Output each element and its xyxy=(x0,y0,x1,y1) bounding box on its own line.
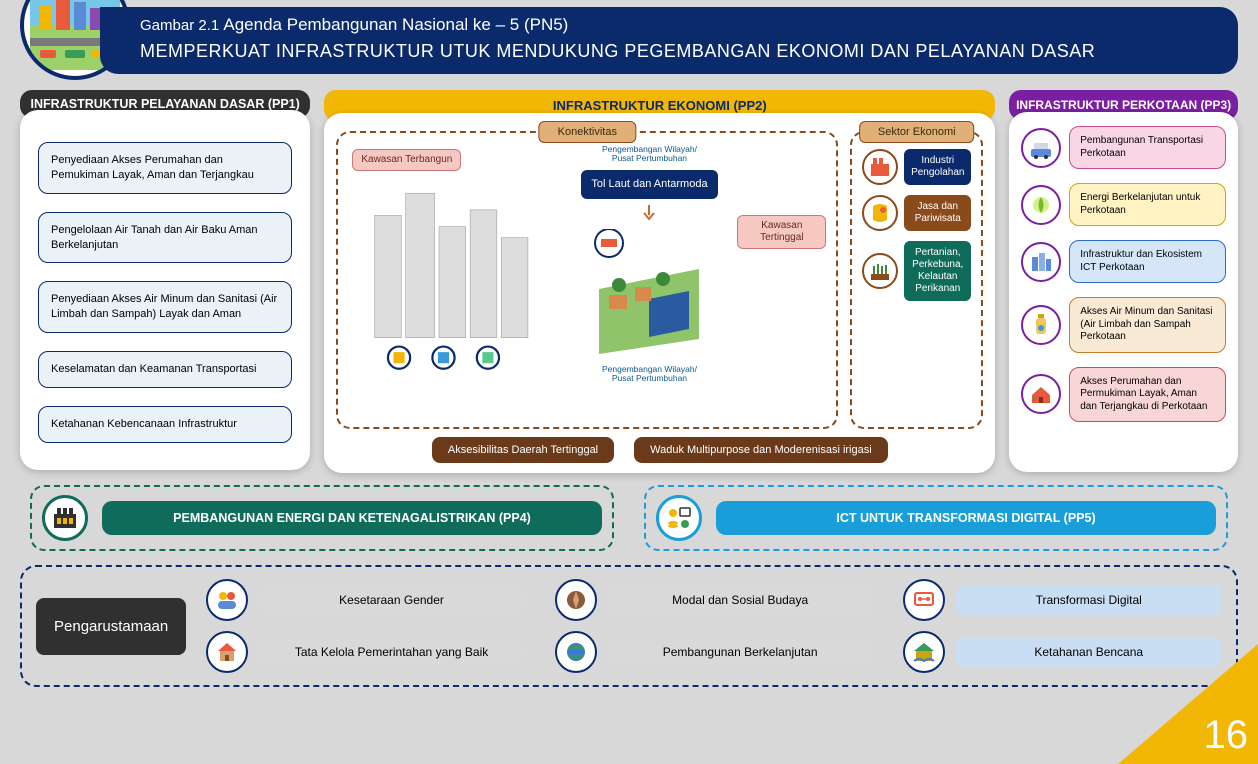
konektivitas-title: Konektivitas xyxy=(539,121,636,143)
pp2-footer: Aksesibilitas Daerah Tertinggal Waduk Mu… xyxy=(336,437,983,463)
pp3-item-icon xyxy=(1021,128,1061,168)
pp3-item: Akses Perumahan dan Permukiman Layak, Am… xyxy=(1021,367,1226,423)
mainstream-item-label: Pembangunan Berkelanjutan xyxy=(607,637,874,667)
island-icon xyxy=(589,229,709,359)
header: Gambar 2.1 Agenda Pembangunan Nasional k… xyxy=(0,0,1258,80)
konektivitas-box: Konektivitas Kawasan Terbangun xyxy=(336,131,838,429)
pp3-item-icon xyxy=(1021,305,1061,345)
pp3-item-label: Akses Perumahan dan Permukiman Layak, Am… xyxy=(1069,367,1226,423)
pp3-item-icon xyxy=(1021,185,1061,225)
chip-wilayah-bottom: Pengembangan Wilayah/ Pusat Pertumbuhan xyxy=(602,365,697,384)
mainstream-item-icon xyxy=(903,631,945,673)
mainstreaming-box: Pengarustamaan Kesetaraan Gender Modal da… xyxy=(20,565,1238,687)
mainstream-item: Modal dan Sosial Budaya xyxy=(555,579,874,621)
mainstream-item-icon xyxy=(555,579,597,621)
pp2-footer-pill: Waduk Multipurpose dan Moderenisasi irig… xyxy=(634,437,888,463)
konektivitas-right: Kawasan Tertinggal xyxy=(737,145,826,417)
header-bar: Gambar 2.1 Agenda Pembangunan Nasional k… xyxy=(100,7,1238,74)
pp3-item-label: Infrastruktur dan Ekosistem ICT Perkotaa… xyxy=(1069,240,1226,283)
mainstream-item-icon xyxy=(555,631,597,673)
pp1-item: Keselamatan dan Keamanan Transportasi xyxy=(38,351,292,388)
energy-icon xyxy=(42,495,88,541)
sektor-ekonomi-box: Sektor Ekonomi Industri Pengolahan Jasa … xyxy=(850,131,983,429)
tourism-icon xyxy=(862,195,898,231)
pp3-column: INFRASTRUKTUR PERKOTAAN (PP3) Pembanguna… xyxy=(1009,90,1238,473)
pp5-bar: ICT UNTUK TRANSFORMASI DIGITAL (PP5) xyxy=(644,485,1228,551)
mainstreaming-label: Pengarustamaan xyxy=(36,598,186,655)
pp1-box: Penyediaan Akses Perumahan dan Pemukiman… xyxy=(20,110,310,470)
sektor-item: Pertanian, Perkebuna, Kelautan Perikanan xyxy=(862,241,971,301)
pp4-label: PEMBANGUNAN ENERGI DAN KETENAGALISTRIKAN… xyxy=(102,501,602,535)
chip-wilayah-top: Pengembangan Wilayah/ Pusat Pertumbuhan xyxy=(602,145,697,164)
pp3-item: Infrastruktur dan Ekosistem ICT Perkotaa… xyxy=(1021,240,1226,283)
mainstream-item-icon xyxy=(903,579,945,621)
mainstream-item: Tata Kelola Pemerintahan yang Baik xyxy=(206,631,525,673)
agriculture-icon xyxy=(862,253,898,289)
sektor-pill: Industri Pengolahan xyxy=(904,149,971,185)
buildings-icon xyxy=(348,171,561,371)
mainstream-item-icon xyxy=(206,579,248,621)
pp3-item-label: Akses Air Minum dan Sanitasi (Air Limbah… xyxy=(1069,297,1226,353)
pp3-box: Pembangunan Transportasi Perkotaan Energi… xyxy=(1009,112,1238,472)
mainstream-item-label: Tata Kelola Pemerintahan yang Baik xyxy=(258,637,525,667)
mainstream-item-label: Modal dan Sosial Budaya xyxy=(607,585,874,615)
mainstreaming-grid: Kesetaraan Gender Modal dan Sosial Budaya… xyxy=(206,579,1222,673)
pp1-column: INFRASTRUKTUR PELAYANAN DASAR (PP1) Peny… xyxy=(20,90,310,473)
page-number: 16 xyxy=(1204,713,1249,758)
pp3-item: Akses Air Minum dan Sanitasi (Air Limbah… xyxy=(1021,297,1226,353)
pp3-item: Energi Berkelanjutan untuk Perkotaan xyxy=(1021,183,1226,226)
chip-tol-laut: Tol Laut dan Antarmoda xyxy=(581,170,717,199)
sektor-item: Jasa dan Pariwisata xyxy=(862,195,971,231)
pp2-box: Konektivitas Kawasan Terbangun xyxy=(324,113,995,473)
pp3-item: Pembangunan Transportasi Perkotaan xyxy=(1021,126,1226,169)
mainstream-item-label: Kesetaraan Gender xyxy=(258,585,525,615)
arrow-down-icon xyxy=(642,205,656,223)
sektor-item: Industri Pengolahan xyxy=(862,149,971,185)
mainstream-item: Pembangunan Berkelanjutan xyxy=(555,631,874,673)
sektor-pill: Jasa dan Pariwisata xyxy=(904,195,971,231)
pp1-item: Pengelolaan Air Tanah dan Air Baku Aman … xyxy=(38,212,292,264)
ict-icon xyxy=(656,495,702,541)
header-title: MEMPERKUAT INFRASTRUKTUR UTUK MENDUKUNG … xyxy=(140,41,1214,62)
pp1-item: Penyediaan Akses Air Minum dan Sanitasi … xyxy=(38,281,292,333)
konektivitas-center: Pengembangan Wilayah/ Pusat Pertumbuhan … xyxy=(570,145,730,417)
row-pp1-pp2-pp3: INFRASTRUKTUR PELAYANAN DASAR (PP1) Peny… xyxy=(0,80,1258,481)
pp5-label: ICT UNTUK TRANSFORMASI DIGITAL (PP5) xyxy=(716,501,1216,535)
pp4-bar: PEMBANGUNAN ENERGI DAN KETENAGALISTRIKAN… xyxy=(30,485,614,551)
mainstream-item-label: Transformasi Digital xyxy=(955,585,1222,615)
sektor-pill: Pertanian, Perkebuna, Kelautan Perikanan xyxy=(904,241,971,301)
pp3-item-icon xyxy=(1021,242,1061,282)
sektor-title: Sektor Ekonomi xyxy=(859,121,975,143)
mainstream-item: Transformasi Digital xyxy=(903,579,1222,621)
figure-caption: Agenda Pembangunan Nasional ke – 5 (PN5) xyxy=(223,15,568,34)
pp1-item: Ketahanan Kebencanaan Infrastruktur xyxy=(38,406,292,443)
pp2-footer-pill: Aksesibilitas Daerah Tertinggal xyxy=(432,437,614,463)
pp3-item-icon xyxy=(1021,374,1061,414)
figure-caption-prefix: Gambar 2.1 xyxy=(140,17,219,34)
pp2-column: INFRASTRUKTUR EKONOMI (PP2) Konektivitas… xyxy=(324,90,995,473)
industry-icon xyxy=(862,149,898,185)
pp3-item-label: Pembangunan Transportasi Perkotaan xyxy=(1069,126,1226,169)
pp3-item-label: Energi Berkelanjutan untuk Perkotaan xyxy=(1069,183,1226,226)
city-illustration: Kawasan Terbangun xyxy=(348,145,561,417)
mainstream-item: Kesetaraan Gender xyxy=(206,579,525,621)
chip-kawasan-terbangun: Kawasan Terbangun xyxy=(352,149,461,171)
row-pp4-pp5: PEMBANGUNAN ENERGI DAN KETENAGALISTRIKAN… xyxy=(0,481,1258,555)
mainstream-item-icon xyxy=(206,631,248,673)
chip-kawasan-tertinggal: Kawasan Tertinggal xyxy=(737,215,826,249)
pp1-item: Penyediaan Akses Perumahan dan Pemukiman… xyxy=(38,142,292,194)
